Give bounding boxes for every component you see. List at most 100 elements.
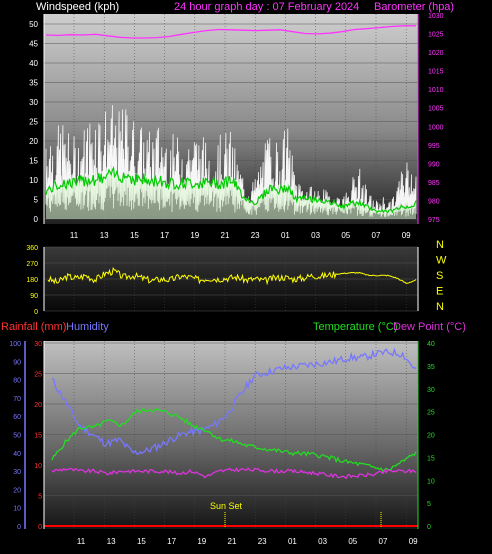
- wind-y-tick-label: 45: [29, 40, 38, 49]
- legend-humidity: Humidity: [66, 321, 109, 333]
- barometer-series: [45, 25, 416, 39]
- baro-y-tick-label: 1000: [428, 124, 444, 131]
- direction-y-tick-label: 0: [34, 309, 38, 316]
- sunset-label: Sun Set: [210, 501, 243, 511]
- temp-series: [44, 347, 418, 527]
- humidity-y-tick-label: 30: [13, 469, 21, 476]
- compass-label: E: [436, 286, 443, 298]
- temp-x-tick-label: 11: [77, 537, 86, 546]
- wind-y-tick-label: 50: [29, 20, 38, 29]
- temp-axes: 0102030405060708090100051015202530051015…: [9, 341, 435, 546]
- wind-y-tick-label: 20: [29, 137, 38, 146]
- header-right-label: Barometer (hpa): [374, 1, 454, 13]
- temp-x-tick-label: 21: [228, 537, 237, 546]
- direction-series: [47, 266, 417, 286]
- wind-direction-series: [47, 266, 417, 286]
- temp-y-tick-label: 20: [427, 433, 435, 440]
- wind-x-tick-label: 19: [190, 231, 199, 240]
- humidity-y-tick-label: 10: [13, 506, 21, 513]
- rain-y-tick-label: 15: [34, 433, 42, 440]
- wind-y-tick-label: 25: [29, 118, 38, 127]
- baro-y-tick-label: 995: [428, 143, 440, 150]
- legend-dewpoint: Dew Point (°C): [393, 321, 466, 333]
- wind-x-tick-label: 11: [70, 231, 79, 240]
- compass-label: W: [436, 255, 447, 267]
- wind-x-tick-label: 13: [100, 231, 109, 240]
- temp-x-tick-label: 19: [197, 537, 206, 546]
- baro-y-tick-label: 1015: [428, 69, 444, 76]
- humidity-y-tick-label: 50: [13, 433, 21, 440]
- temp-x-tick-label: 17: [167, 537, 176, 546]
- baro-y-tick-label: 1030: [428, 13, 444, 20]
- wind-avg-series: [45, 165, 417, 214]
- temp-y-tick-label: 35: [427, 364, 435, 371]
- humidity-series: [51, 347, 417, 455]
- temperature-series: [51, 407, 417, 472]
- wind-y-tick-label: 40: [29, 59, 38, 68]
- rain-y-tick-label: 10: [34, 463, 42, 470]
- baro-y-tick-label: 1005: [428, 106, 444, 113]
- baro-y-tick-label: 1010: [428, 87, 444, 94]
- rain-y-tick-label: 5: [38, 494, 42, 501]
- wind-y-tick-label: 35: [29, 79, 38, 88]
- temp-x-tick-label: 01: [288, 537, 297, 546]
- wind-x-tick-label: 21: [221, 231, 230, 240]
- wind-x-tick-label: 03: [311, 231, 320, 240]
- temp-y-tick-label: 0: [427, 524, 431, 531]
- baro-y-tick-label: 985: [428, 180, 440, 187]
- baro-y-tick-label: 1020: [428, 50, 444, 57]
- temp-grid: [44, 341, 418, 529]
- temp-y-tick-label: 5: [427, 501, 431, 508]
- humidity-y-tick-label: 70: [13, 396, 21, 403]
- humidity-y-tick-label: 80: [13, 378, 21, 385]
- temp-x-tick-label: 09: [409, 537, 418, 546]
- dewpoint-series: [51, 467, 417, 480]
- wind-y-tick-label: 15: [29, 157, 38, 166]
- temp-y-tick-label: 10: [427, 478, 435, 485]
- temp-y-tick-label: 40: [427, 341, 435, 348]
- wind-x-tick-label: 17: [160, 231, 169, 240]
- wind-axes: 0510152025303540455097598098599099510001…: [29, 13, 444, 240]
- temp-y-tick-label: 30: [427, 387, 435, 394]
- wind-x-tick-label: 07: [372, 231, 381, 240]
- header-left-label: Windspeed (kph): [36, 1, 119, 13]
- humidity-y-tick-label: 90: [13, 359, 21, 366]
- temp-x-tick-label: 23: [258, 537, 267, 546]
- baro-y-tick-label: 990: [428, 161, 440, 168]
- wind-x-tick-label: 01: [281, 231, 290, 240]
- temp-x-tick-label: 15: [137, 537, 146, 546]
- rain-y-tick-label: 0: [38, 524, 42, 531]
- humidity-y-tick-label: 40: [13, 451, 21, 458]
- direction-grid: [44, 246, 418, 312]
- wind-y-tick-label: 0: [34, 215, 39, 224]
- compass-label: N: [436, 301, 444, 313]
- humidity-y-tick-label: 20: [13, 487, 21, 494]
- wind-x-tick-label: 09: [402, 231, 411, 240]
- header-center-label: 24 hour graph day : 07 February 2024: [174, 1, 359, 13]
- temp-x-tick-label: 07: [379, 537, 388, 546]
- direction-y-tick-label: 360: [26, 245, 38, 252]
- temp-y-tick-label: 25: [427, 410, 435, 417]
- baro-y-tick-label: 975: [428, 217, 440, 224]
- temp-x-tick-label: 13: [107, 537, 116, 546]
- wind-series: [45, 25, 417, 219]
- legend-rainfall: Rainfall (mm): [1, 321, 66, 333]
- compass-label: N: [436, 239, 444, 251]
- wind-y-tick-label: 5: [34, 196, 39, 205]
- rain-y-tick-label: 25: [34, 372, 42, 379]
- humidity-y-tick-label: 60: [13, 414, 21, 421]
- baro-y-tick-label: 1025: [428, 32, 444, 39]
- wind-y-tick-label: 30: [29, 98, 38, 107]
- wind-y-tick-label: 10: [29, 176, 38, 185]
- wind-avg-fill: [46, 167, 416, 219]
- temp-x-tick-label: 05: [348, 537, 357, 546]
- wind-x-tick-label: 15: [130, 231, 139, 240]
- humidity-y-tick-label: 100: [9, 341, 21, 348]
- direction-y-tick-label: 270: [26, 261, 38, 268]
- legend-temperature: Temperature (°C): [313, 321, 397, 333]
- temp-y-tick-label: 15: [427, 455, 435, 462]
- rain-y-tick-label: 20: [34, 402, 42, 409]
- baro-y-tick-label: 980: [428, 198, 440, 205]
